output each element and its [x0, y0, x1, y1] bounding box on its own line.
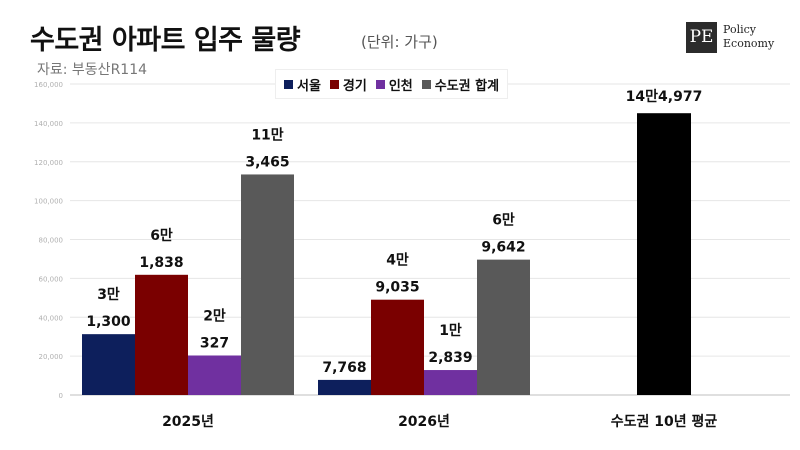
data-label: 11만	[251, 127, 283, 143]
data-label: 14만4,977	[626, 89, 703, 105]
bar-average	[637, 113, 691, 395]
data-label: 7,768	[322, 360, 366, 376]
data-label: 9,642	[481, 240, 525, 256]
legend-swatch	[329, 79, 339, 89]
legend-item-gyeonggi: 경기	[329, 75, 367, 94]
category-label: 2026년	[398, 414, 450, 430]
data-label: 2,839	[428, 350, 472, 366]
legend-item-incheon: 인천	[375, 75, 413, 94]
y-tick-label: 160,000	[34, 81, 63, 89]
data-label: 4만	[386, 253, 409, 269]
logo-line-1: Policy	[723, 23, 756, 36]
y-tick-label: 40,000	[39, 314, 64, 322]
data-label: 1,838	[139, 255, 183, 271]
data-label: 1,300	[86, 314, 131, 330]
logo-mark: PE	[686, 22, 717, 53]
data-label: 1만	[439, 323, 462, 339]
data-label: 3만	[97, 287, 120, 303]
legend-label: 서울	[297, 78, 321, 94]
bar-1-group-1	[82, 334, 135, 395]
bar-4-group-1	[241, 174, 294, 395]
policy-economy-logo: PE Policy Economy	[686, 22, 786, 56]
data-label: 3,465	[245, 154, 289, 170]
bar-1-group-2	[318, 379, 371, 395]
data-label: 327	[200, 335, 229, 351]
legend-swatch	[284, 79, 293, 89]
category-label: 2025년	[162, 414, 214, 430]
y-tick-label: 100,000	[34, 198, 63, 206]
chart-title: 수도권 아파트 입주 물량	[30, 25, 301, 56]
bar-3-group-2	[424, 370, 477, 395]
data-label: 2만	[203, 308, 226, 324]
legend: 서울 경기 인천 수도권 합계	[276, 70, 508, 98]
legend-item-total: 수도권 합계	[421, 75, 500, 94]
unit-label: (단위: 가구)	[361, 33, 438, 51]
legend-label: 수도권 합계	[434, 78, 500, 94]
bar-2-group-2	[371, 299, 424, 395]
y-tick-label: 0	[59, 392, 63, 400]
y-tick-label: 140,000	[34, 120, 63, 128]
bar-4-group-2	[477, 259, 530, 395]
y-tick-label: 120,000	[34, 159, 63, 167]
category-label: 수도권 10년 평균	[611, 413, 718, 430]
legend-swatch	[421, 79, 431, 89]
bar-3-group-1	[188, 355, 241, 395]
logo-text: Policy Economy	[723, 23, 774, 51]
data-label: 6만	[492, 213, 515, 229]
bar-2-group-1	[135, 274, 188, 395]
legend-label: 경기	[342, 78, 367, 94]
legend-label: 인천	[388, 78, 413, 94]
y-tick-label: 60,000	[39, 275, 64, 283]
data-label: 9,035	[375, 280, 419, 296]
y-tick-label: 20,000	[39, 353, 64, 361]
data-label: 6만	[150, 228, 173, 244]
source-label: 자료: 부동산R114	[37, 62, 148, 78]
legend-item-seoul: 서울	[284, 75, 321, 94]
logo-line-2: Economy	[723, 37, 775, 50]
legend-swatch	[375, 79, 385, 89]
y-tick-label: 80,000	[39, 237, 64, 245]
